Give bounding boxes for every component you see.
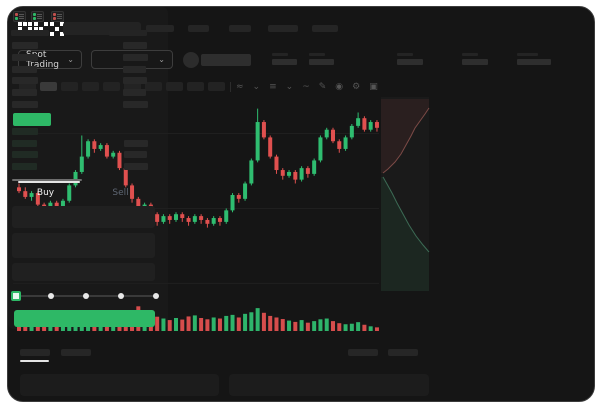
chart-toolbar-icons: ≈ ⌄ ≡ ⌄ ~ ✎ ◉ ⚙ ▣ [236, 80, 378, 93]
book-bids-icon[interactable] [31, 11, 44, 22]
stat-label [272, 53, 288, 56]
timeframe-button-7[interactable] [145, 82, 162, 91]
nav-item-4[interactable] [268, 25, 298, 32]
bottom-tab-2[interactable] [61, 349, 91, 356]
ask-price[interactable] [12, 89, 37, 96]
slider-stop-2[interactable] [83, 293, 89, 299]
amount-field[interactable] [12, 233, 155, 258]
ask-amount [123, 54, 148, 61]
orderbook-col-amount [109, 30, 147, 36]
ask-price[interactable] [12, 77, 38, 84]
timeframe-button-5[interactable] [103, 82, 120, 91]
bottom-action-1[interactable] [348, 349, 378, 356]
book-combined-icon[interactable] [13, 11, 26, 22]
stat-label [397, 53, 413, 56]
app-window: Spot Trading ⌄ ⌄ ≈⌄≡⌄~✎◉⚙▣ Buy Sell [7, 6, 595, 402]
ask-price[interactable] [12, 54, 38, 61]
active-tab-indicator [18, 181, 80, 183]
bid-price[interactable] [12, 140, 37, 147]
compare-icon[interactable]: ≡ [269, 81, 277, 92]
timeframe-button-8[interactable] [166, 82, 183, 91]
ask-price[interactable] [12, 42, 38, 49]
nav-item-5[interactable] [312, 25, 338, 32]
stat-value [309, 59, 334, 65]
bottom-action-2[interactable] [388, 349, 418, 356]
bid-price[interactable] [12, 163, 37, 170]
total-field[interactable] [12, 263, 155, 281]
stat-value [462, 59, 488, 65]
slider-stop-3[interactable] [118, 293, 124, 299]
ask-amount [123, 89, 146, 96]
ticker-stat [397, 53, 423, 65]
ask-amount [123, 66, 146, 73]
orders-panel-right [229, 374, 429, 396]
bid-amount [124, 140, 148, 147]
buy-button[interactable] [14, 310, 155, 327]
depth-layer [381, 97, 430, 291]
nav-item-2[interactable] [188, 25, 209, 32]
tab-sell[interactable]: Sell [112, 188, 129, 198]
slider-stop-1[interactable] [48, 293, 54, 299]
stat-label [462, 53, 478, 56]
draw-icon[interactable]: ✎ [318, 81, 327, 92]
ask-amount [123, 42, 147, 49]
orderbook-col-price [11, 30, 49, 36]
bottom-tab-1[interactable] [20, 349, 50, 356]
chevron-down-icon: ⌄ [158, 54, 165, 64]
stat-value [517, 59, 551, 65]
bid-amount [124, 163, 148, 170]
timeframe-button-3[interactable] [61, 82, 78, 91]
coin-icon [183, 52, 199, 68]
toolbar-divider [230, 82, 231, 92]
timeframe-button-2[interactable] [40, 82, 57, 91]
nav-item-1[interactable] [146, 25, 174, 32]
pair-name-placeholder[interactable] [201, 54, 251, 66]
timeframe-button-4[interactable] [82, 82, 99, 91]
ask-amount [123, 101, 148, 108]
bid-price[interactable] [12, 151, 38, 158]
ask-price[interactable] [12, 101, 38, 108]
stat-label [517, 53, 538, 56]
stat-value [272, 59, 297, 65]
fullscreen-icon[interactable]: ▣ [369, 81, 378, 92]
orderbook-trade-panel: Buy Sell [8, 7, 168, 329]
timeframe-button-1[interactable] [19, 82, 36, 91]
settings-icon[interactable]: ⚙ [352, 81, 361, 92]
ticker-stat [517, 53, 551, 65]
orderbook-scrollbar[interactable] [12, 179, 82, 181]
timeframe-button-6[interactable] [124, 82, 141, 91]
ask-price[interactable] [12, 66, 37, 73]
line-tool-icon[interactable]: ~ [302, 81, 310, 92]
price-field[interactable] [12, 206, 155, 228]
timeframe-button-10[interactable] [208, 82, 225, 91]
amount-slider-handle[interactable] [11, 291, 21, 301]
bid-amount [124, 151, 147, 158]
ticker-stat [272, 53, 297, 65]
stat-value [397, 59, 423, 65]
chevron-down-icon: ⌄ [67, 54, 74, 64]
ticker-stat [309, 53, 334, 65]
chevron-down-icon: ⌄ [285, 81, 294, 92]
ask-amount [123, 77, 147, 84]
chevron-down-icon: ⌄ [252, 81, 261, 92]
orders-panel-left [20, 374, 219, 396]
snapshot-icon[interactable]: ◉ [335, 81, 344, 92]
nav-item-3[interactable] [229, 25, 251, 32]
slider-stop-4[interactable] [153, 293, 159, 299]
tab-buy[interactable]: Buy [36, 188, 55, 198]
stat-label [309, 53, 325, 56]
candlestick-chart[interactable] [13, 97, 437, 343]
timeframe-button-9[interactable] [187, 82, 204, 91]
bottom-tab-active-indicator [20, 360, 49, 362]
bid-price[interactable] [12, 128, 38, 135]
indicators-icon[interactable]: ≈ [236, 81, 244, 92]
ticker-stat [462, 53, 488, 65]
book-asks-icon[interactable] [51, 11, 64, 22]
last-price-badge[interactable] [13, 113, 51, 126]
